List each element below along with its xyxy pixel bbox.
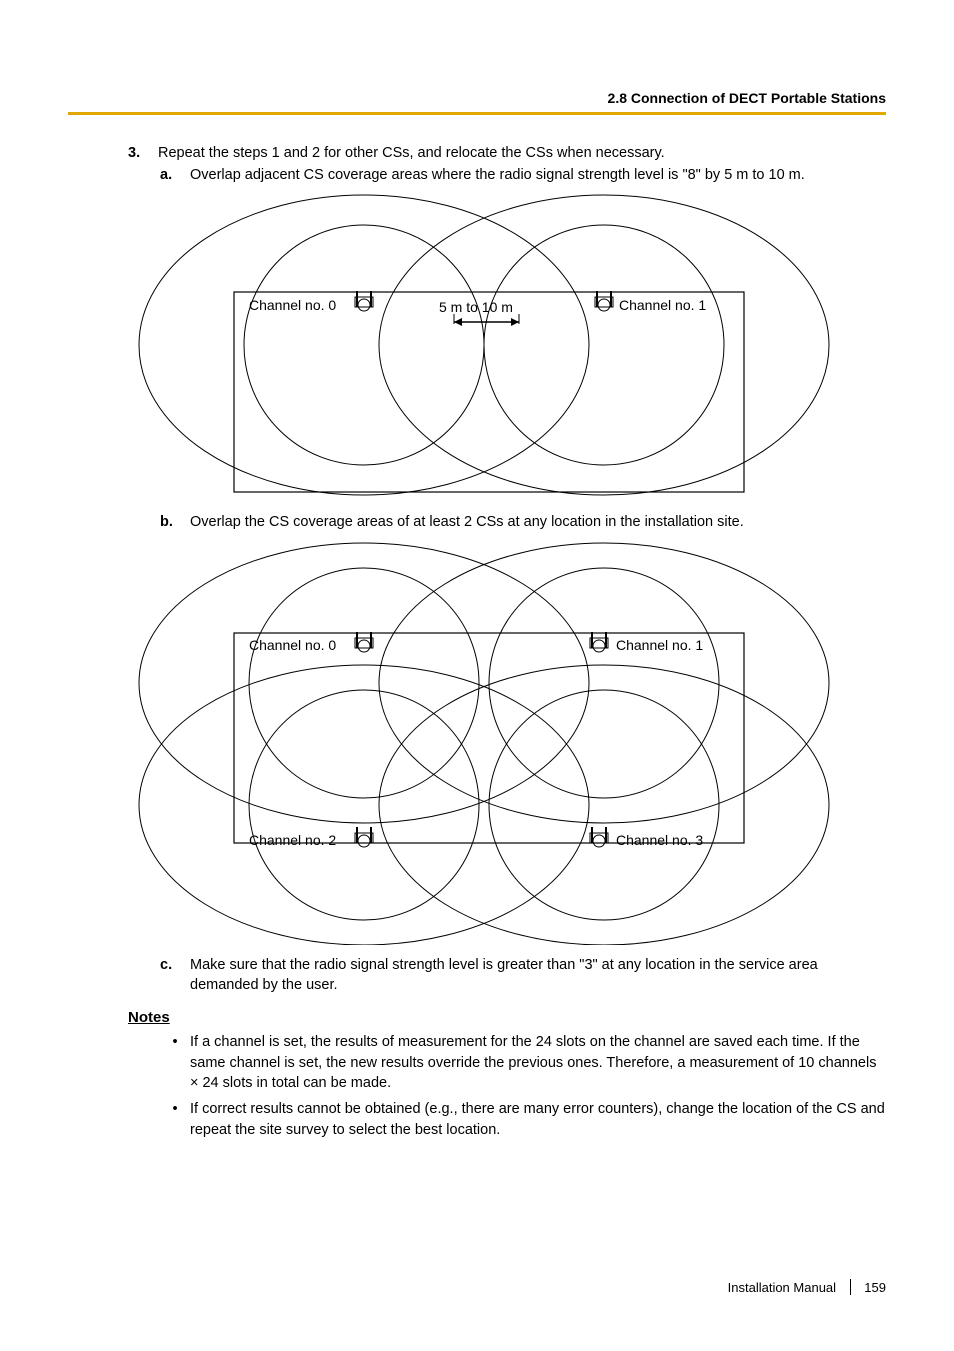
step-3-text: Repeat the steps 1 and 2 for other CSs, … xyxy=(158,143,886,163)
bullet-icon: • xyxy=(68,1099,190,1140)
step-3: 3. Repeat the steps 1 and 2 for other CS… xyxy=(68,143,886,163)
step-3c-marker: c. xyxy=(68,955,190,996)
footer-separator xyxy=(850,1279,851,1295)
footer-page: 159 xyxy=(864,1280,886,1295)
header-rule xyxy=(68,112,886,115)
svg-text:Channel no. 3: Channel no. 3 xyxy=(616,832,703,848)
coverage-diagram-b: Channel no. 0 Channel no. 1 Channel no. 2 C… xyxy=(104,538,886,945)
notes-item-text: If a channel is set, the results of meas… xyxy=(190,1032,886,1093)
page: 2.8 Connection of DECT Portable Stations… xyxy=(0,0,954,1351)
step-3b-marker: b. xyxy=(68,512,190,532)
step-3b-text: Overlap the CS coverage areas of at leas… xyxy=(190,512,886,532)
footer-doc: Installation Manual xyxy=(728,1280,836,1295)
svg-text:Channel no. 0: Channel no. 0 xyxy=(249,637,336,653)
notes-item: •If a channel is set, the results of mea… xyxy=(68,1032,886,1093)
step-3c: c. Make sure that the radio signal stren… xyxy=(68,955,886,996)
svg-text:Channel no. 0: Channel no. 0 xyxy=(249,297,336,313)
step-3a-text: Overlap adjacent CS coverage areas where… xyxy=(190,165,886,185)
step-3b: b. Overlap the CS coverage areas of at l… xyxy=(68,512,886,532)
svg-text:Channel no. 1: Channel no. 1 xyxy=(616,637,703,653)
svg-text:Channel no. 1: Channel no. 1 xyxy=(619,297,706,313)
notes-item: •If correct results cannot be obtained (… xyxy=(68,1099,886,1140)
page-footer: Installation Manual 159 xyxy=(728,1279,886,1295)
step-3a-marker: a. xyxy=(68,165,190,185)
notes-item-text: If correct results cannot be obtained (e… xyxy=(190,1099,886,1140)
step-3a: a. Overlap adjacent CS coverage areas wh… xyxy=(68,165,886,185)
notes-list: •If a channel is set, the results of mea… xyxy=(68,1032,886,1139)
svg-text:Channel no. 2: Channel no. 2 xyxy=(249,832,336,848)
step-list: 3. Repeat the steps 1 and 2 for other CS… xyxy=(68,143,886,186)
diagram-b: Channel no. 0 Channel no. 1 Channel no. 2 C… xyxy=(104,538,886,945)
section-header: 2.8 Connection of DECT Portable Stations xyxy=(68,90,886,106)
step-3-marker: 3. xyxy=(68,143,158,163)
step-3c-text: Make sure that the radio signal strength… xyxy=(190,955,886,996)
svg-text:5 m to 10 m: 5 m to 10 m xyxy=(439,299,513,315)
coverage-diagram-a: Channel no. 0 Channel no. 1 5 m to 10 m xyxy=(104,192,886,502)
diagram-a: Channel no. 0 Channel no. 1 5 m to 10 m xyxy=(104,192,886,502)
notes-heading: Notes xyxy=(128,1009,886,1026)
bullet-icon: • xyxy=(68,1032,190,1093)
